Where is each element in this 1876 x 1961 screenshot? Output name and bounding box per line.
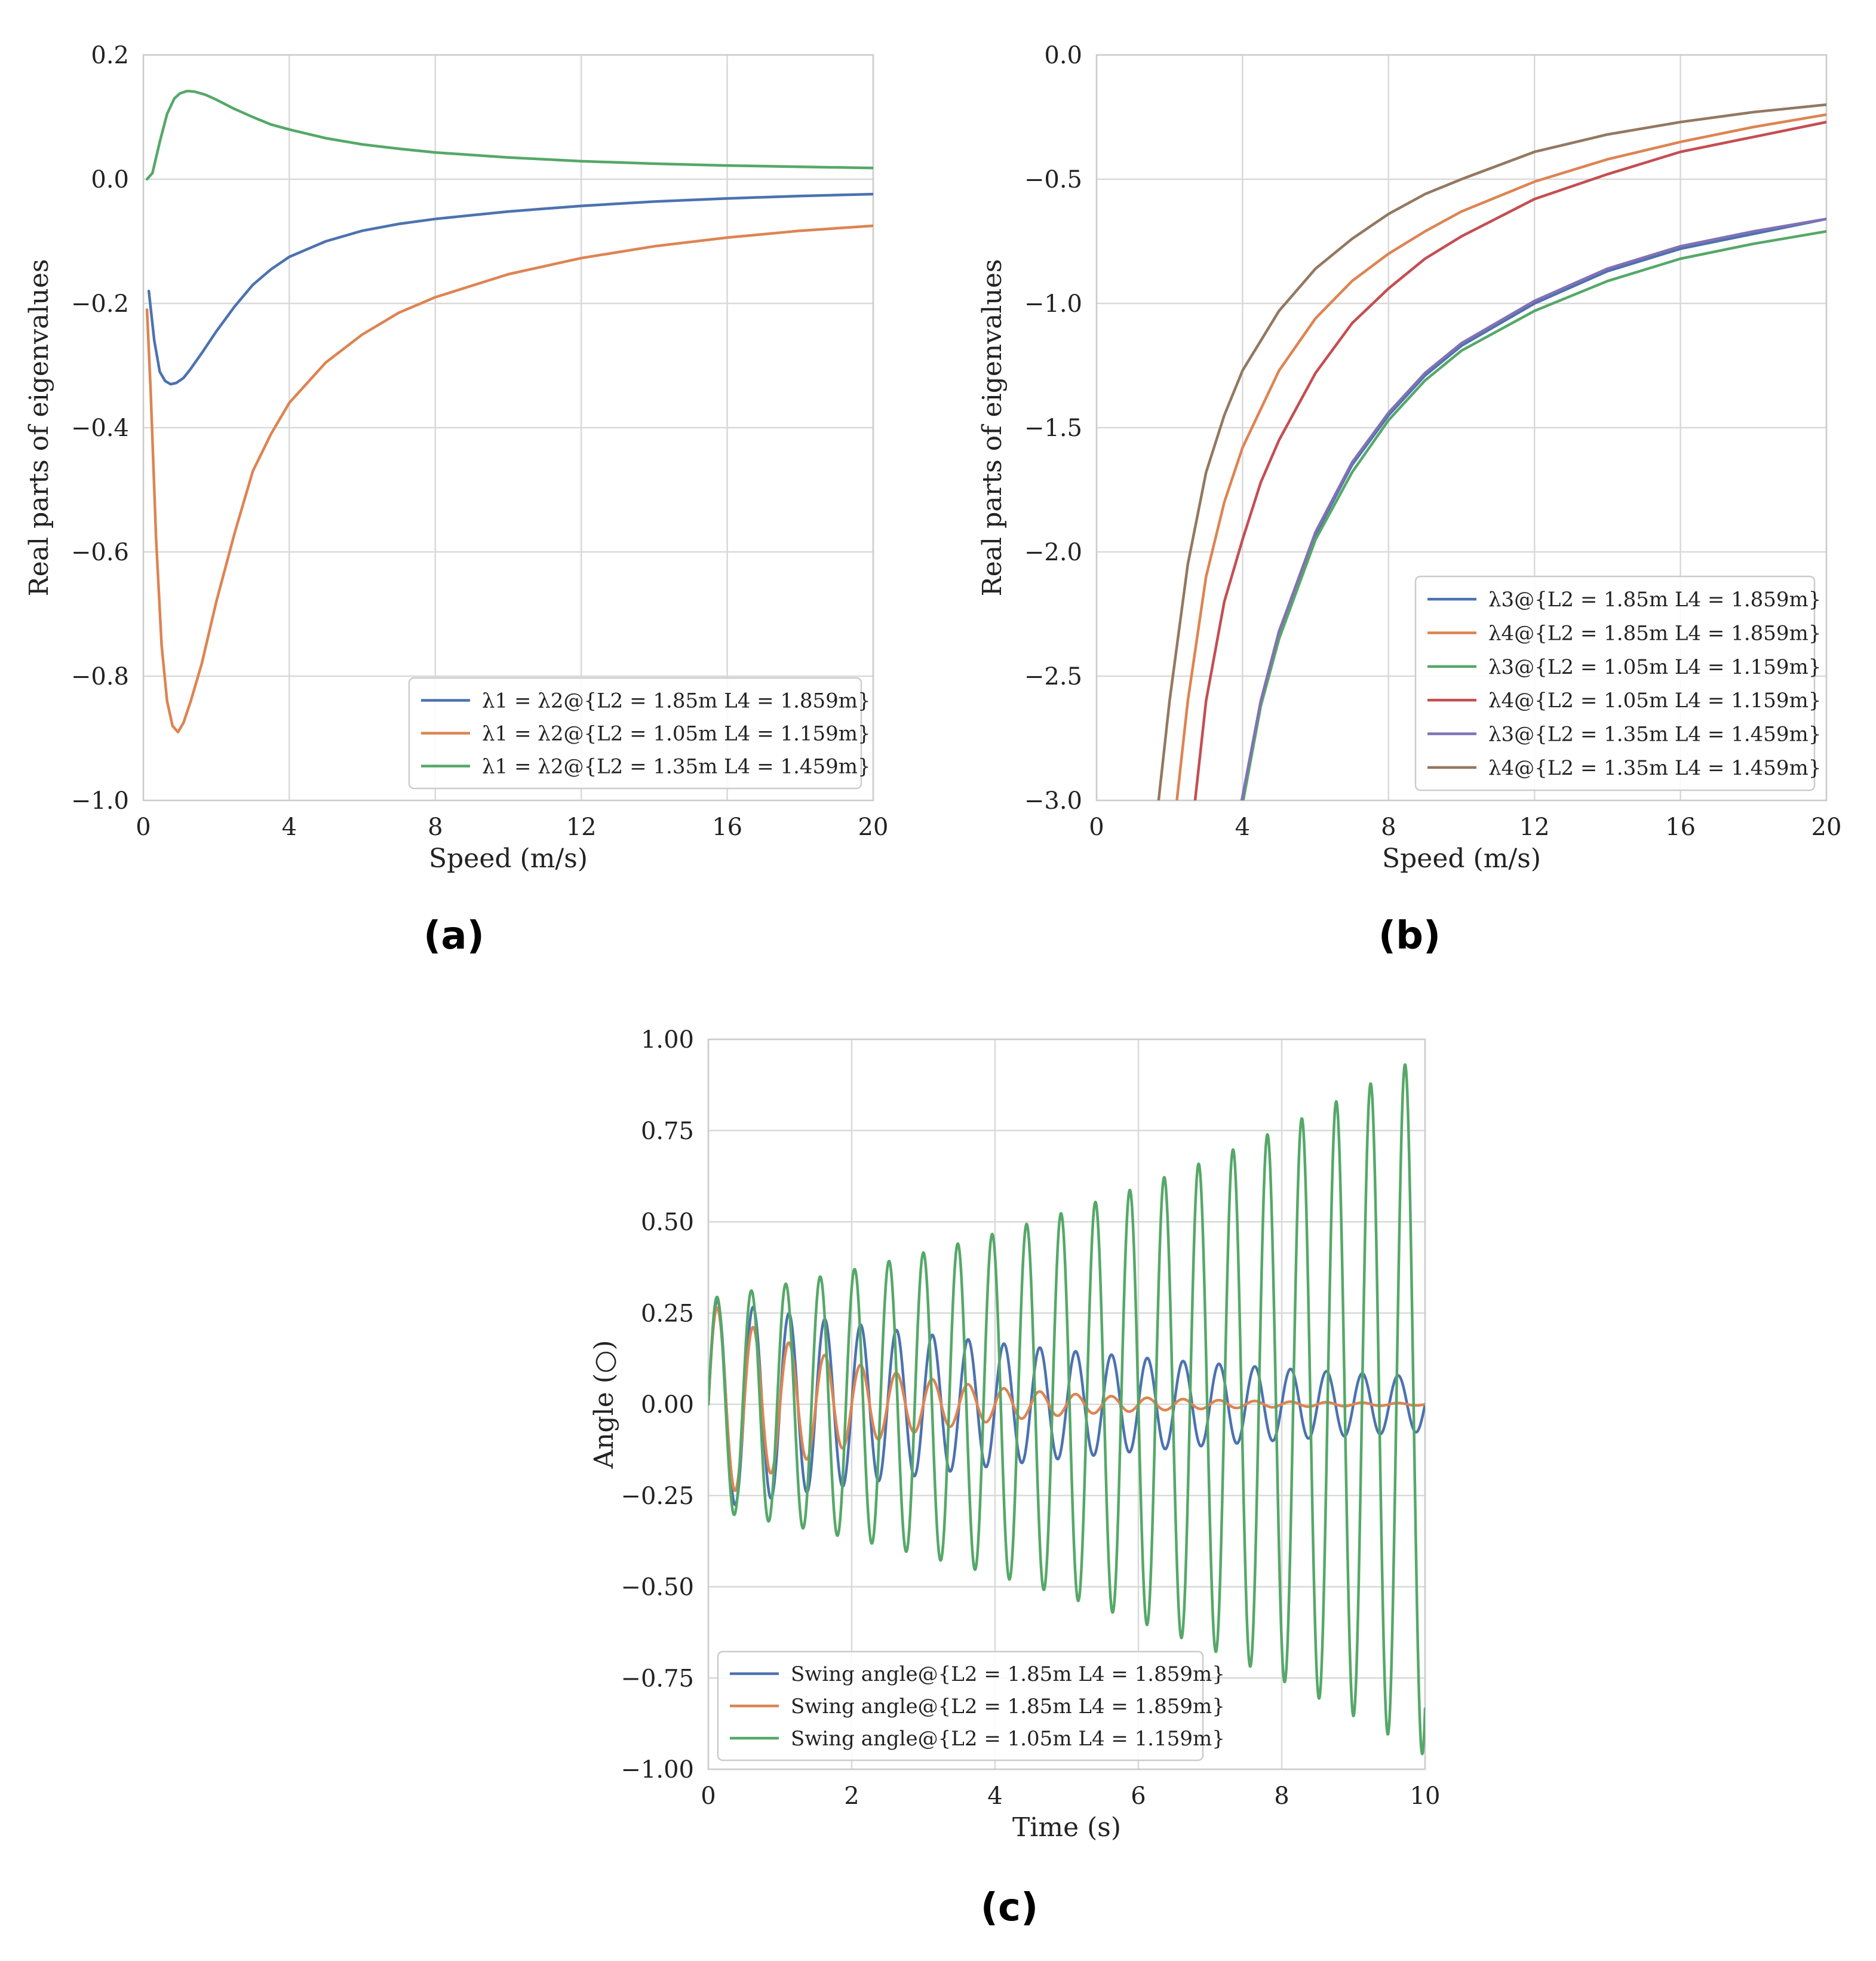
y-tick-label: −0.8	[71, 663, 129, 691]
y-tick-label: −1.0	[71, 787, 129, 815]
series-line-5	[1240, 217, 1826, 800]
y-tick-label: 0.0	[91, 166, 129, 194]
series-line-3	[1242, 230, 1826, 800]
legend-entry-2: Swing angle@{L2 = 1.85m L4 = 1.859m}	[791, 1695, 1225, 1718]
legend: λ1 = λ2@{L2 = 1.85m L4 = 1.859m} λ1 = λ2@…	[408, 677, 871, 790]
x-tick-label: 12	[1519, 814, 1550, 841]
x-tick-label: 16	[1665, 814, 1696, 841]
legend-entry-5: λ3@{L2 = 1.35m L4 = 1.459m}	[1488, 723, 1821, 747]
y-tick-label: 0.00	[641, 1391, 694, 1419]
legend-entry-1: Swing angle@{L2 = 1.85m L4 = 1.859m}	[791, 1662, 1225, 1686]
series-line-2	[1175, 113, 1826, 800]
x-tick-label: 0	[1089, 814, 1104, 841]
x-tick-label: 8	[428, 814, 443, 841]
x-axis-label: Time (s)	[1012, 1812, 1121, 1843]
y-tick-label: −2.5	[1024, 663, 1082, 691]
y-tick-label: −0.6	[71, 539, 129, 566]
x-tick-label: 10	[1410, 1782, 1441, 1810]
plot-frame	[1095, 54, 1828, 802]
y-tick-label: −0.4	[71, 415, 129, 442]
y-axis-label: Real parts of eigenvalues	[24, 259, 54, 597]
panel-label-a: (a)	[423, 914, 484, 958]
chart-panel-b: 0 4 8 12 16 20 −3.0 −2.5 −2.0 −1.5 −1.0 −0.5 0.0 Spee…	[977, 42, 1841, 874]
y-tick-label: −0.25	[621, 1483, 694, 1510]
panel-label-b: (b)	[1378, 914, 1441, 958]
y-tick-label: 0.25	[641, 1300, 694, 1327]
x-tick-label: 20	[1811, 814, 1842, 841]
legend-entry-6: λ4@{L2 = 1.35m L4 = 1.459m}	[1488, 756, 1821, 780]
x-tick-label: 4	[282, 814, 297, 841]
x-tick-label: 4	[1235, 814, 1250, 841]
x-tick-label: 20	[858, 814, 889, 841]
y-tick-label: −3.0	[1024, 787, 1082, 815]
y-tick-label: 0.50	[641, 1209, 694, 1236]
plot-frame	[142, 54, 874, 802]
x-tick-label: 16	[712, 814, 742, 841]
series-line-3	[708, 1063, 1425, 1756]
y-tick-label: −0.75	[621, 1665, 694, 1692]
y-axis-label: Real parts of eigenvalues	[977, 259, 1008, 597]
legend-entry-3: λ3@{L2 = 1.05m L4 = 1.159m}	[1488, 655, 1821, 679]
legend: λ3@{L2 = 1.85m L4 = 1.859m} λ4@{L2 = 1.85…	[1414, 575, 1821, 791]
series-line-3	[145, 90, 873, 181]
y-tick-label: −0.50	[621, 1574, 694, 1601]
x-tick-label: 2	[844, 1782, 859, 1810]
x-tick-label: 4	[987, 1782, 1002, 1810]
y-tick-label: −0.5	[1024, 166, 1082, 194]
y-tick-label: 1.00	[641, 1026, 694, 1054]
x-axis-label: Speed (m/s)	[1382, 843, 1541, 874]
y-tick-label: 0.0	[1044, 42, 1082, 69]
x-tick-label: 0	[701, 1782, 716, 1810]
y-tick-label: −2.0	[1024, 539, 1082, 566]
x-axis-label: Speed (m/s)	[429, 843, 588, 874]
legend-entry-2: λ1 = λ2@{L2 = 1.05m L4 = 1.159m}	[482, 722, 871, 746]
series-line-1	[147, 192, 873, 386]
y-axis-label: Angle (○)	[589, 1340, 619, 1469]
x-tick-label: 12	[566, 814, 597, 841]
legend-entry-3: λ1 = λ2@{L2 = 1.35m L4 = 1.459m}	[482, 755, 871, 779]
y-tick-label: −0.2	[71, 290, 129, 318]
y-tick-label: −1.00	[621, 1756, 694, 1784]
x-tick-label: 8	[1381, 814, 1396, 841]
chart-panel-c: 0 2 4 6 8 10 −1.00 −0.75 −0.50 −0.25 0.00 0.25 0.50 0…	[589, 1026, 1440, 1843]
series-line-6	[1157, 103, 1826, 800]
chart-panel-a: 0 4 8 12 16 20 −1.0 −0.8 −0.6 −0.4 −0.2 0.0 0.2 Speed…	[24, 42, 888, 874]
x-tick-label: 6	[1131, 1782, 1146, 1810]
y-tick-label: 0.75	[641, 1118, 694, 1145]
y-tick-label: −1.0	[1024, 290, 1082, 318]
panel-label-c: (c)	[981, 1886, 1038, 1930]
series-line-4	[1193, 121, 1826, 800]
legend-entry-1: λ3@{L2 = 1.85m L4 = 1.859m}	[1488, 588, 1821, 612]
legend: Swing angle@{L2 = 1.85m L4 = 1.859m} Swin…	[717, 1650, 1225, 1761]
x-tick-label: 8	[1274, 1782, 1289, 1810]
legend-entry-3: Swing angle@{L2 = 1.05m L4 = 1.159m}	[791, 1727, 1225, 1751]
legend-entry-1: λ1 = λ2@{L2 = 1.85m L4 = 1.859m}	[482, 689, 871, 713]
y-tick-label: 0.2	[91, 42, 129, 69]
legend-entry-4: λ4@{L2 = 1.05m L4 = 1.159m}	[1488, 689, 1821, 713]
series-line-2	[145, 224, 873, 734]
legend-entry-2: λ4@{L2 = 1.85m L4 = 1.859m}	[1488, 622, 1821, 646]
y-tick-label: −1.5	[1024, 415, 1082, 442]
x-tick-label: 0	[136, 814, 151, 841]
